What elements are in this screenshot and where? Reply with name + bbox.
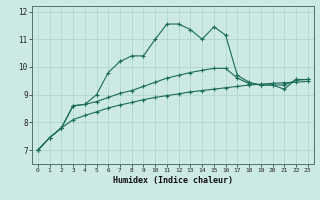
X-axis label: Humidex (Indice chaleur): Humidex (Indice chaleur)	[113, 176, 233, 185]
